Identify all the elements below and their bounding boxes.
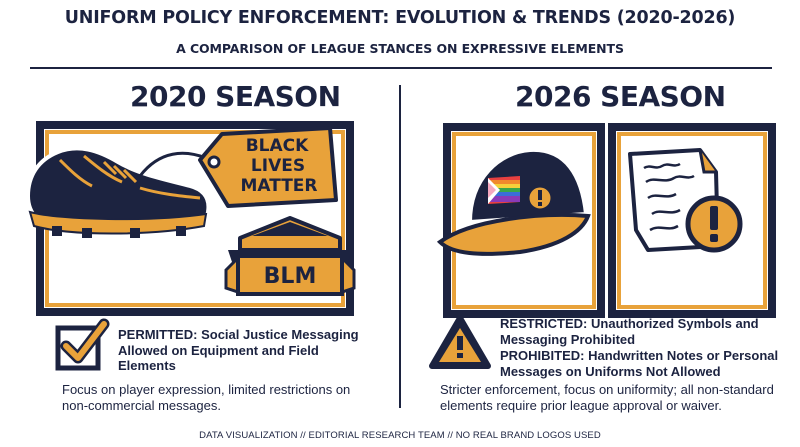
baseball-cap-icon <box>436 147 591 256</box>
restricted-status: RESTRICTED: Unauthorized Symbols and Mes… <box>500 316 790 347</box>
black-lives-matter-tag <box>198 126 338 208</box>
season-2020-heading: 2020 SEASON <box>130 80 341 113</box>
cap-frame <box>443 123 605 318</box>
tag-text-line3: MATTER <box>240 176 317 196</box>
desc-2026-line1: Stricter enforcement, focus on uniformit… <box>440 382 774 397</box>
tag-text-line2: LIVES <box>251 156 305 176</box>
tag-text-line1: BLACK <box>246 136 309 156</box>
desc-2020-line2: non-commercial messages. <box>62 397 221 413</box>
page-subtitle: A COMPARISON OF LEAGUE STANCES ON EXPRES… <box>176 41 624 56</box>
base-icon <box>224 216 356 296</box>
restricted-keyword: RESTRICTED: <box>500 316 588 331</box>
footer-credit: DATA VISUALIZATION // EDITORIAL RESEARCH… <box>199 430 601 441</box>
desc-2026-line2: elements require prior league approval o… <box>440 397 722 413</box>
desc-2020-line1: Focus on player expression, limited rest… <box>62 382 351 397</box>
restricted-line2: Messaging Prohibited <box>500 331 636 347</box>
header-divider <box>30 67 772 69</box>
page-title: UNIFORM POLICY ENFORCEMENT: EVOLUTION & … <box>64 8 736 28</box>
warning-triangle-icon <box>429 315 491 369</box>
permitted-line1: Social Justice Messaging <box>201 327 359 342</box>
handwritten-note-icon <box>628 148 743 253</box>
center-divider <box>399 85 401 408</box>
season-2026-description: Stricter enforcement, focus on uniformit… <box>440 382 790 413</box>
base-banner-text: BLM <box>264 264 317 289</box>
prohibited-status: PROHIBITED: Handwritten Notes or Persona… <box>500 348 790 379</box>
permitted-line2: Allowed on Equipment and Field <box>118 342 319 358</box>
permitted-status: PERMITTED: Social Justice Messaging Allo… <box>118 327 378 374</box>
tag-string <box>138 151 207 177</box>
restricted-line1: Unauthorized Symbols and <box>591 316 759 331</box>
prohibited-keyword: PROHIBITED: <box>500 348 585 363</box>
season-2026-heading: 2026 SEASON <box>515 80 726 113</box>
permitted-keyword: PERMITTED: <box>118 327 198 342</box>
prohibited-line2: Messages on Uniforms Not Allowed <box>500 363 721 379</box>
permitted-line3: Elements <box>118 358 176 373</box>
checkmark-icon <box>55 318 110 371</box>
prohibited-line1: Handwritten Notes or Personal <box>588 348 779 363</box>
cleat-icon <box>25 146 211 238</box>
season-2020-description: Focus on player expression, limited rest… <box>62 382 382 413</box>
note-frame <box>608 123 776 318</box>
